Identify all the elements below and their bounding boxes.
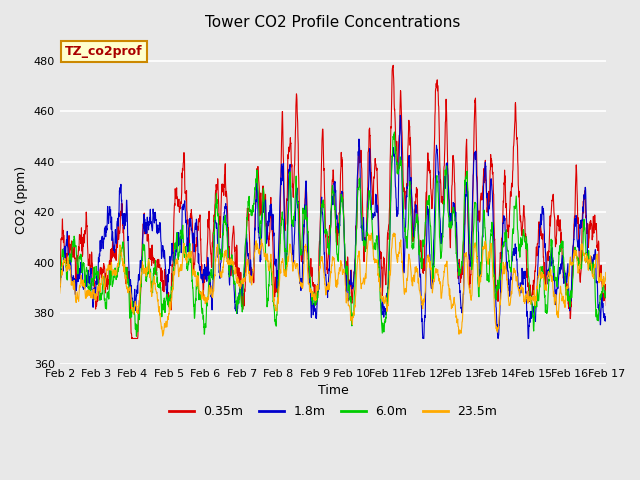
X-axis label: Time: Time xyxy=(317,384,348,397)
Legend: 0.35m, 1.8m, 6.0m, 23.5m: 0.35m, 1.8m, 6.0m, 23.5m xyxy=(164,400,502,423)
Text: TZ_co2prof: TZ_co2prof xyxy=(65,45,143,58)
Title: Tower CO2 Profile Concentrations: Tower CO2 Profile Concentrations xyxy=(205,15,461,30)
Y-axis label: CO2 (ppm): CO2 (ppm) xyxy=(15,166,28,234)
